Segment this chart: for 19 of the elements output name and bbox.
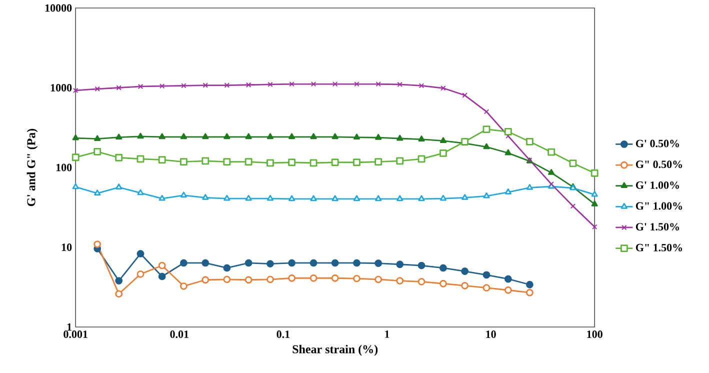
y-tick-label: 1 <box>67 323 72 331</box>
legend-label: G' 1.50% <box>636 223 679 231</box>
x-tick-label: 100 <box>587 330 602 338</box>
x-tick-label: 0.001 <box>64 330 88 338</box>
legend-label: G" 1.00% <box>636 202 682 210</box>
x-tick-label: 10 <box>486 330 496 338</box>
legend-label: G" 0.50% <box>636 160 682 168</box>
x-tick-label: 0.01 <box>170 330 188 338</box>
x-tick-label: 1 <box>385 330 390 338</box>
y-tick-label: 1000 <box>50 84 72 92</box>
y-tick-label: 10000 <box>45 4 72 12</box>
x-axis-title: Shear strain (%) <box>292 344 378 356</box>
x-tick-label: 0.1 <box>276 330 290 338</box>
y-tick-label: 100 <box>56 164 72 172</box>
y-axis-title: G' and G" (Pa) <box>26 128 38 206</box>
legend-label: G" 1.50% <box>636 244 682 252</box>
legend-label: G' 0.50% <box>636 140 679 148</box>
y-tick-label: 10 <box>62 244 72 251</box>
legend-label: G' 1.00% <box>636 181 679 189</box>
